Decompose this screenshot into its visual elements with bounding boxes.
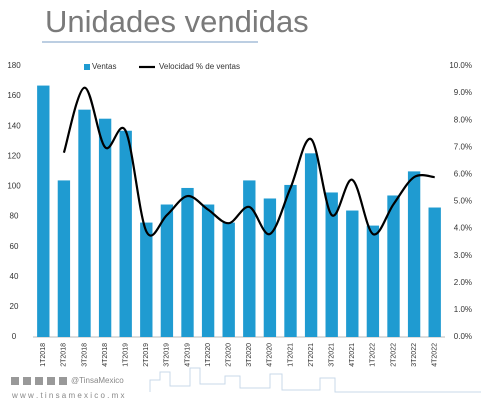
y-tick-label: 120 bbox=[7, 151, 21, 160]
x-tick-label: 4T2020 bbox=[267, 343, 274, 367]
y-tick-label: 20 bbox=[10, 302, 19, 311]
bar bbox=[37, 85, 50, 337]
x-tick-label: 3T2020 bbox=[246, 343, 253, 367]
y2-tick-label: 10.0% bbox=[449, 61, 472, 70]
y2-tick-label: 6.0% bbox=[454, 170, 472, 179]
y2-tick-label: 0.0% bbox=[454, 332, 472, 341]
y-tick-label: 80 bbox=[10, 212, 19, 221]
x-tick-label: 2T2022 bbox=[390, 343, 397, 367]
x-tick-label: 1T2019 bbox=[123, 343, 130, 367]
legend-label: Ventas bbox=[92, 62, 116, 71]
y-tick-label: 160 bbox=[7, 91, 21, 100]
skyline bbox=[149, 367, 481, 393]
y2-tick-label: 8.0% bbox=[454, 115, 472, 124]
bar bbox=[140, 222, 153, 337]
x-tick-label: 2T2019 bbox=[143, 343, 150, 367]
bar bbox=[243, 180, 256, 337]
x-tick-label: 2T2020 bbox=[226, 343, 233, 367]
line bbox=[62, 86, 435, 237]
x-tick-label: 2T2021 bbox=[308, 343, 315, 367]
y2-tick-label: 4.0% bbox=[454, 224, 472, 233]
y-tick-label: 140 bbox=[7, 121, 21, 130]
bar bbox=[284, 184, 297, 337]
y-tick-label: 100 bbox=[7, 182, 21, 191]
x-tick-label: 1T2022 bbox=[370, 343, 377, 367]
x-tick-label: 3T2021 bbox=[329, 343, 336, 367]
x-tick-label: 1T2018 bbox=[40, 343, 47, 367]
y2-tick-label: 5.0% bbox=[454, 197, 472, 206]
y-tick-label: 60 bbox=[10, 242, 19, 251]
bar bbox=[181, 187, 194, 337]
legend-swatch bbox=[84, 64, 90, 70]
x-tick-label: 3T2018 bbox=[81, 343, 88, 367]
bar bbox=[366, 225, 380, 337]
bar bbox=[346, 210, 359, 337]
y2-tick-label: 3.0% bbox=[454, 251, 472, 260]
x-tick-label: 1T2021 bbox=[287, 343, 294, 367]
y-tick-label: 180 bbox=[7, 61, 21, 70]
footer-handle: @TinsaMexico bbox=[71, 376, 124, 385]
x-tick-label: 2T2018 bbox=[61, 343, 68, 367]
x-tick-label: 3T2019 bbox=[164, 343, 171, 367]
bar bbox=[222, 222, 235, 337]
y-tick-label: 0 bbox=[12, 332, 17, 341]
bar bbox=[407, 171, 421, 337]
x-tick-label: 3T2022 bbox=[411, 343, 418, 367]
y2-tick-label: 7.0% bbox=[454, 142, 472, 151]
x-tick-label: 4T2021 bbox=[349, 343, 356, 367]
bar bbox=[387, 195, 400, 337]
bar bbox=[98, 118, 112, 337]
bar bbox=[325, 192, 338, 337]
bar bbox=[78, 109, 91, 338]
x-tick-label: 4T2019 bbox=[184, 343, 191, 367]
y-tick-label: 40 bbox=[10, 272, 19, 281]
x-tick-label: 1T2020 bbox=[205, 343, 212, 367]
bar bbox=[304, 153, 318, 337]
footer-url: w w w . t i n s a m e x i c o . m x bbox=[11, 391, 124, 400]
legend-label: Velocidad % de ventas bbox=[159, 62, 240, 71]
social-icons bbox=[11, 377, 67, 385]
x-tick-label: 4T2022 bbox=[432, 343, 439, 367]
bar bbox=[119, 130, 132, 337]
bar bbox=[160, 204, 174, 337]
y2-tick-label: 9.0% bbox=[454, 88, 472, 97]
bar bbox=[428, 207, 441, 337]
bar bbox=[57, 180, 71, 337]
bar bbox=[263, 198, 277, 337]
y2-tick-label: 2.0% bbox=[454, 278, 472, 287]
y2-tick-label: 1.0% bbox=[454, 305, 472, 314]
x-tick-label: 4T2018 bbox=[102, 343, 109, 367]
bar bbox=[201, 204, 215, 337]
chart-title: Unidades vendidas bbox=[45, 4, 309, 39]
